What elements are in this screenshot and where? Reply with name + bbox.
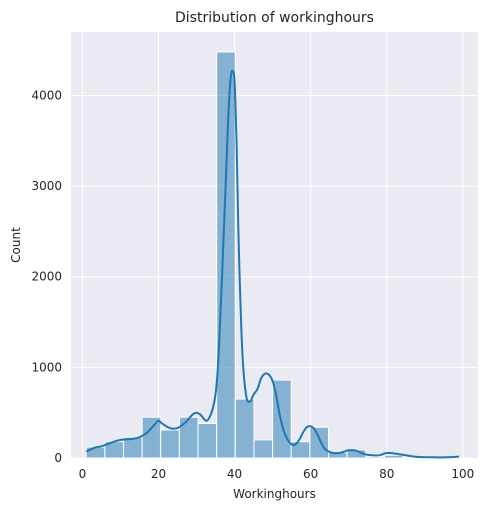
kde-line [85,69,460,459]
y-tick-label: 1000 [31,360,62,374]
histogram-bar [216,51,236,459]
x-tick-label: 20 [151,467,166,481]
y-tick-label: 0 [54,451,62,465]
y-axis-ticks: 0 1000 2000 3000 4000 [31,88,62,465]
x-tick-label: 80 [379,467,394,481]
histogram-bar [160,429,180,459]
histogram-bar [85,446,106,459]
x-axis-ticks: 0 20 40 60 80 100 [79,467,475,481]
x-tick-label: 60 [303,467,318,481]
histogram-bar [309,426,330,459]
x-tick-label: 0 [79,467,87,481]
histogram-bar [234,398,255,459]
histogram-bar [178,416,199,459]
y-axis-label: Count [9,227,23,263]
histogram-bar [365,456,385,459]
x-tick-label: 40 [227,467,242,481]
chart-title: Distribution of workinghours [175,10,374,26]
histogram-bar [197,423,218,459]
histogram-bar [141,416,162,459]
y-tick-label: 2000 [31,270,62,284]
histogram-bar [253,439,274,459]
x-tick-label: 100 [451,467,474,481]
y-tick-label: 3000 [31,179,62,193]
y-tick-label: 4000 [31,88,62,102]
x-axis-label: Workinghours [233,487,316,501]
histogram-bars [85,51,460,459]
histogram-bar [383,454,404,459]
histogram-bar [122,436,143,459]
